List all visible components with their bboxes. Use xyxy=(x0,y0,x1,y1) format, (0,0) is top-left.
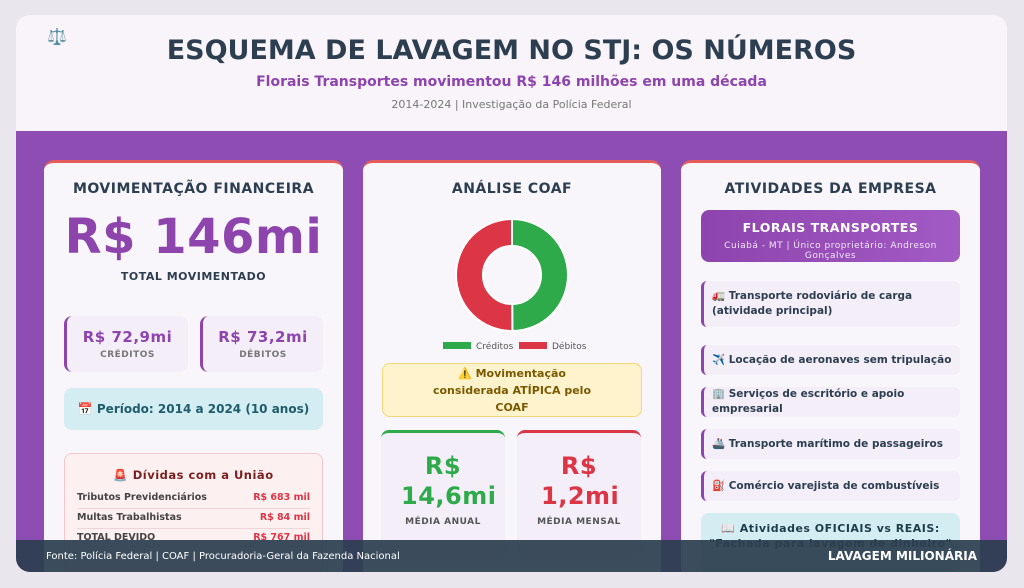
debt-value: R$ 683 mil xyxy=(253,492,310,503)
donut-slice xyxy=(455,217,514,332)
card-title: MOVIMENTAÇÃO FINANCEIRA xyxy=(72,181,315,197)
legend-swatch xyxy=(443,342,471,349)
monthly-label: MÉDIA MENSAL xyxy=(537,517,621,527)
frame: ⚖️ ESQUEMA DE LAVAGEM NO STJ: OS NÚMEROS… xyxy=(16,15,1007,572)
footer: Fonte: Polícia Federal | COAF | Procurad… xyxy=(16,540,1007,572)
warning: ⚠️ Movimentação considerada ATÍPICA pelo… xyxy=(382,363,642,417)
company-box: FLORAIS TRANSPORTES Cuiabá - MT | Único … xyxy=(701,210,960,262)
credits-box: R$ 72,9mi CRÉDITOS xyxy=(64,316,188,372)
monthly-box: R$ 1,2mi MÉDIA MENSAL xyxy=(517,430,641,560)
activity: ⛽ Comércio varejista de combustíveis xyxy=(701,471,960,501)
period: 📅 Período: 2014 a 2024 (10 anos) xyxy=(64,388,323,430)
debits-value: R$ 73,2mi xyxy=(218,328,308,346)
activities-card: ATIVIDADES DA EMPRESA FLORAIS TRANSPORTE… xyxy=(681,160,980,572)
donut-slice xyxy=(511,217,569,333)
coaf-card: ANÁLISE COAF Créditos Débitos ⚠️ Moviment… xyxy=(363,160,661,572)
debt-value: R$ 84 mil xyxy=(259,512,310,523)
company: FLORAIS TRANSPORTES xyxy=(742,220,919,235)
meta: 2014-2024 | Investigação da Polícia Fede… xyxy=(391,98,632,111)
monthly-value: R$ 1,2mi xyxy=(541,452,620,510)
debt-name: Multas Trabalhistas xyxy=(77,512,182,523)
card-title: ATIVIDADES DA EMPRESA xyxy=(724,181,937,197)
legend-swatch xyxy=(519,342,547,349)
debits-box: R$ 73,2mi DÉBITOS xyxy=(200,316,323,372)
credits-label: CRÉDITOS xyxy=(100,350,155,360)
source: Fonte: Polícia Federal | COAF | Procurad… xyxy=(46,550,400,562)
icon: ⚖️ xyxy=(47,27,67,46)
note-title: 📖 Atividades OFICIAIS vs REAIS: xyxy=(721,522,940,535)
card-title: ANÁLISE COAF xyxy=(451,181,573,197)
annual-label: MÉDIA ANUAL xyxy=(405,517,481,527)
legend-label: Créditos xyxy=(476,341,514,352)
company-info: Cuiabá - MT | Único proprietário: Andres… xyxy=(724,241,937,261)
debt-name: Tributos Previdenciários xyxy=(77,492,207,503)
annual-value: R$ 14,6mi xyxy=(401,452,497,510)
credits-value: R$ 72,9mi xyxy=(82,328,173,346)
title: ESQUEMA DE LAVAGEM NO STJ: OS NÚMEROS xyxy=(166,35,857,66)
finance-card: MOVIMENTAÇÃO FINANCEIRA R$ 146mi TOTAL M… xyxy=(44,160,343,572)
activity: 🏢 Serviços de escritório e apoio empresa… xyxy=(701,387,960,417)
debts-title: 🚨 Dívidas com a União xyxy=(113,468,274,482)
activity: ✈️ Locação de aeronaves sem tripulação xyxy=(701,345,960,375)
activity: 🚛 Transporte rodoviário de carga (ativid… xyxy=(701,281,960,327)
debt-value: R$ 767 mil xyxy=(253,532,310,543)
donut-chart: Créditos Débitos xyxy=(443,217,587,352)
activity: 🚢 Transporte marítimo de passageiros xyxy=(701,429,960,459)
debits-label: DÉBITOS xyxy=(239,350,287,360)
row-rule xyxy=(77,508,310,509)
subtitle: Florais Transportes movimentou R$ 146 mi… xyxy=(256,74,767,90)
annual-box: R$ 14,6mi MÉDIA ANUAL xyxy=(381,430,505,560)
legend-label: Débitos xyxy=(552,341,587,352)
row-rule xyxy=(77,528,310,529)
debt-name: TOTAL DEVIDO xyxy=(77,532,156,543)
tag: LAVAGEM MILIONÁRIA xyxy=(827,549,977,563)
total: R$ 146mi xyxy=(64,209,323,265)
total-label: TOTAL MOVIMENTADO xyxy=(120,270,267,283)
